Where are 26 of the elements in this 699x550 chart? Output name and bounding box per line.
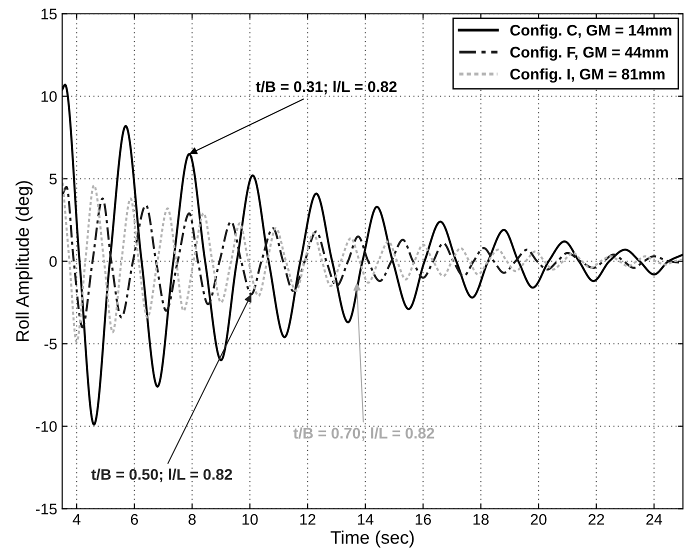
x-tick-label: 8 [188,514,196,525]
x-tick-label: 20 [530,514,546,525]
y-tick-label: -5 [44,338,57,350]
annotation: t/B = 0.31; l/L = 0.82 [256,80,397,94]
x-tick-label: 18 [474,514,489,525]
x-axis-title: Time (sec) [330,530,414,548]
x-tick-label: 16 [416,514,431,525]
x-tick-label: 22 [588,514,604,525]
x-tick-label: 24 [646,514,662,525]
x-tick-label: 10 [242,514,258,525]
x-tick-label: 6 [130,514,138,525]
y-tick-label: -10 [36,421,57,432]
x-tick-label: 14 [358,514,374,525]
legend-label: Config. I, GM = 81mm [510,68,664,83]
legend-label: Config. C, GM = 14mm [510,24,672,39]
x-tick-label: 4 [72,514,80,525]
y-axis-title: Roll Amplitude (deg) [16,181,32,342]
legend-label: Config. F, GM = 44mm [510,46,668,61]
x-tick-label: 12 [300,514,316,525]
y-tick-label: 10 [42,91,57,102]
annotation: t/B = 0.70; l/L = 0.82 [293,427,434,441]
annotation: t/B = 0.50; l/L = 0.82 [91,468,232,482]
y-tick-label: -15 [36,504,57,514]
y-tick-label: 0 [49,256,57,267]
y-tick-label: 15 [42,8,57,20]
y-tick-label: 5 [49,174,57,184]
